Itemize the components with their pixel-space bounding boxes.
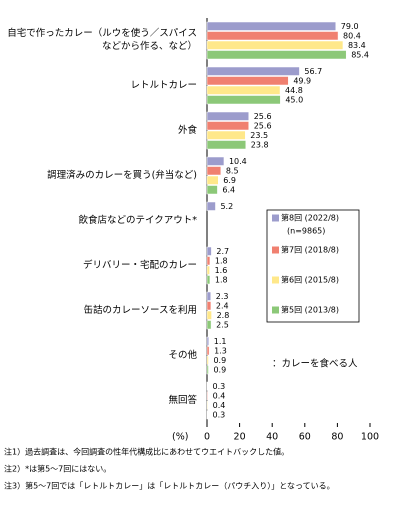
value-label: 56.7: [304, 67, 322, 76]
bar: [207, 131, 245, 140]
bar: [207, 22, 336, 31]
category-label: デリバリー・宅配のカレー: [83, 259, 197, 271]
legend-swatch: [272, 247, 279, 254]
value-label: 10.4: [229, 157, 247, 166]
bar: [207, 356, 208, 365]
x-tick-label: 60: [299, 432, 311, 443]
bar: [207, 392, 208, 401]
x-axis-label: (%): [172, 432, 188, 443]
annotation: ：カレーを食べる人: [272, 358, 358, 370]
category-label: 調理済みのカレーを買う(弁当など): [47, 169, 197, 181]
value-label: 0.4: [213, 392, 226, 401]
bar: [207, 176, 218, 185]
note: 注2）*は第5～7回にはない。: [4, 464, 111, 474]
note: 注1）過去調査は、今回調査の性年代構成比にあわせてウエイトバックした値。: [4, 447, 289, 457]
category-label: 無回答: [168, 394, 197, 406]
legend-swatch: [272, 307, 279, 314]
value-label: 49.9: [293, 77, 311, 86]
x-tick-label: 40: [266, 432, 278, 443]
legend-label: 第6回 (2015/8): [281, 275, 339, 285]
bar: [207, 276, 210, 285]
value-label: 2.7: [216, 247, 229, 256]
bar: [207, 347, 209, 356]
value-label: 0.3: [212, 382, 225, 391]
bar: [207, 311, 212, 320]
bar: [207, 257, 210, 266]
x-tick-label: 0: [204, 432, 210, 443]
bar: [207, 167, 221, 176]
category-label: その他: [168, 349, 197, 361]
value-label: 83.4: [348, 41, 366, 50]
value-label: 85.4: [351, 51, 369, 60]
bar: [207, 112, 249, 121]
value-label: 1.6: [215, 266, 228, 275]
value-label: 23.8: [251, 141, 269, 150]
note: 注3）第5～7回では「レトルトカレー」は「レトルトカレー（パウチ入り）」となって…: [4, 481, 335, 491]
bar: [207, 401, 208, 410]
value-label: 2.5: [216, 321, 229, 330]
bar: [207, 302, 211, 311]
value-label: 0.4: [213, 401, 226, 410]
bar: [207, 157, 224, 166]
bar: [207, 141, 246, 150]
legend-swatch: [272, 277, 279, 284]
legend-note: (n=9865): [287, 227, 325, 236]
x-tick-label: 80: [331, 432, 343, 443]
value-label: 2.3: [216, 292, 229, 301]
legend-label: 第8回 (2022/8): [281, 213, 339, 223]
legend-swatch: [272, 215, 279, 222]
value-label: 0.9: [213, 356, 226, 365]
bar: [207, 122, 249, 131]
value-label: 1.1: [214, 337, 227, 346]
bar: [207, 67, 299, 76]
category-label: レトルトカレー: [130, 80, 197, 91]
bar: [207, 366, 208, 375]
bar: [207, 266, 210, 275]
bar: [207, 41, 343, 50]
bar: [207, 186, 217, 195]
value-label: 79.0: [341, 22, 359, 31]
legend-label: 第7回 (2018/8): [281, 245, 339, 255]
bar: [207, 32, 338, 41]
value-label: 6.4: [222, 186, 235, 195]
bar: [207, 51, 346, 60]
value-label: 2.8: [217, 311, 230, 320]
x-tick-label: 20: [234, 432, 246, 443]
bar: [207, 292, 211, 301]
bar: [207, 96, 280, 105]
value-label: 8.5: [226, 167, 239, 176]
value-label: 6.9: [223, 176, 236, 185]
value-label: 0.9: [213, 366, 226, 375]
value-label: 25.6: [254, 122, 272, 131]
bar: [207, 86, 280, 95]
legend-label: 第5回 (2013/8): [281, 305, 339, 315]
category-label: などから作る、など）: [102, 40, 197, 52]
category-label: 缶詰のカレーソースを利用: [83, 304, 197, 316]
value-label: 2.4: [216, 302, 229, 311]
category-label: 自宅で作ったカレー（ルウを使う／スパイス: [7, 27, 197, 39]
value-label: 1.8: [215, 257, 228, 266]
x-tick-label: 100: [361, 432, 379, 443]
value-label: 5.2: [220, 202, 233, 211]
value-label: 1.3: [214, 347, 227, 356]
bar: [207, 202, 215, 211]
category-label: 飲食店などのテイクアウト*: [78, 214, 197, 226]
value-label: 44.8: [285, 86, 303, 95]
category-label: 外食: [178, 124, 198, 136]
value-label: 0.3: [212, 411, 225, 420]
value-label: 25.6: [254, 112, 272, 121]
bar: [207, 247, 211, 256]
value-label: 45.0: [285, 96, 303, 105]
value-label: 23.5: [250, 131, 268, 140]
value-label: 1.8: [215, 276, 228, 285]
bar: [207, 77, 288, 86]
value-label: 80.4: [343, 32, 361, 41]
bar: [207, 337, 209, 346]
bar: [207, 321, 211, 330]
